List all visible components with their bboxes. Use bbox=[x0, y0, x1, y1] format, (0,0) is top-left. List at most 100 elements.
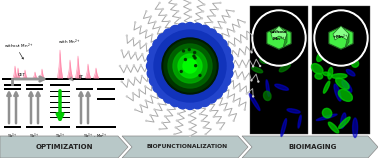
Ellipse shape bbox=[341, 113, 346, 128]
Circle shape bbox=[140, 64, 142, 66]
Circle shape bbox=[159, 26, 161, 28]
Circle shape bbox=[138, 88, 140, 91]
Circle shape bbox=[172, 26, 174, 29]
Ellipse shape bbox=[281, 119, 287, 137]
Circle shape bbox=[223, 61, 234, 72]
Bar bbox=[4, 126, 21, 128]
Ellipse shape bbox=[339, 117, 350, 129]
Circle shape bbox=[174, 126, 177, 129]
Circle shape bbox=[164, 31, 166, 33]
Circle shape bbox=[218, 104, 221, 106]
Circle shape bbox=[144, 99, 147, 102]
Circle shape bbox=[232, 120, 235, 122]
Ellipse shape bbox=[346, 70, 355, 76]
Circle shape bbox=[170, 25, 181, 36]
Circle shape bbox=[230, 57, 232, 59]
Circle shape bbox=[197, 106, 199, 109]
Circle shape bbox=[150, 15, 152, 18]
Circle shape bbox=[164, 40, 216, 92]
Bar bbox=[26, 83, 43, 86]
Circle shape bbox=[193, 55, 195, 57]
Circle shape bbox=[238, 104, 240, 107]
Circle shape bbox=[149, 114, 152, 116]
Circle shape bbox=[199, 25, 210, 36]
Circle shape bbox=[199, 74, 201, 76]
Circle shape bbox=[187, 107, 190, 109]
Ellipse shape bbox=[275, 84, 288, 90]
Polygon shape bbox=[0, 136, 128, 158]
Circle shape bbox=[243, 78, 246, 80]
Circle shape bbox=[188, 114, 190, 116]
Circle shape bbox=[252, 65, 254, 68]
Bar bbox=[50, 95, 70, 97]
Ellipse shape bbox=[342, 81, 352, 92]
Circle shape bbox=[162, 8, 164, 10]
Circle shape bbox=[232, 10, 235, 12]
Bar bbox=[0, 0, 128, 136]
Circle shape bbox=[181, 23, 183, 26]
Circle shape bbox=[228, 35, 230, 37]
Circle shape bbox=[157, 37, 159, 40]
Circle shape bbox=[219, 128, 222, 130]
Circle shape bbox=[223, 109, 226, 112]
Circle shape bbox=[190, 16, 192, 18]
Circle shape bbox=[149, 25, 231, 107]
Text: BIOFUNCTIONALIZATION: BIOFUNCTIONALIZATION bbox=[147, 145, 228, 149]
Circle shape bbox=[245, 92, 248, 95]
Circle shape bbox=[151, 33, 153, 36]
Bar bbox=[50, 112, 70, 113]
Circle shape bbox=[133, 64, 135, 67]
Circle shape bbox=[208, 27, 211, 30]
Circle shape bbox=[161, 97, 164, 99]
Circle shape bbox=[141, 53, 144, 55]
Circle shape bbox=[226, 96, 229, 99]
Circle shape bbox=[134, 109, 136, 111]
Circle shape bbox=[153, 82, 164, 93]
Circle shape bbox=[257, 80, 260, 83]
Ellipse shape bbox=[254, 12, 304, 64]
Text: OPTIMIZATION: OPTIMIZATION bbox=[35, 144, 93, 150]
Ellipse shape bbox=[338, 89, 352, 101]
Circle shape bbox=[132, 92, 134, 94]
Text: without Mn$^{2+}$: without Mn$^{2+}$ bbox=[4, 42, 34, 51]
Circle shape bbox=[165, 14, 167, 16]
Circle shape bbox=[184, 22, 195, 33]
Text: Yb$^{3+}$: Yb$^{3+}$ bbox=[7, 132, 17, 141]
Bar bbox=[50, 116, 70, 118]
Circle shape bbox=[203, 3, 206, 6]
Circle shape bbox=[246, 38, 248, 40]
Bar bbox=[50, 106, 70, 108]
Text: CET: CET bbox=[18, 73, 26, 77]
Bar bbox=[4, 88, 21, 90]
Ellipse shape bbox=[322, 108, 332, 118]
Circle shape bbox=[222, 68, 233, 79]
Ellipse shape bbox=[328, 67, 333, 79]
Circle shape bbox=[201, 17, 203, 20]
Circle shape bbox=[199, 113, 201, 115]
Bar bbox=[2, 78, 124, 80]
Circle shape bbox=[147, 68, 158, 79]
Circle shape bbox=[252, 95, 254, 98]
Ellipse shape bbox=[334, 49, 341, 56]
Circle shape bbox=[146, 29, 148, 32]
Bar bbox=[50, 83, 70, 86]
Circle shape bbox=[140, 25, 142, 28]
Bar bbox=[26, 126, 43, 128]
Circle shape bbox=[134, 52, 137, 54]
Circle shape bbox=[192, 98, 203, 109]
Text: Yb$^{3+}$: Yb$^{3+}$ bbox=[29, 132, 39, 141]
Circle shape bbox=[121, 49, 123, 52]
Circle shape bbox=[231, 66, 233, 69]
Circle shape bbox=[145, 10, 147, 12]
Ellipse shape bbox=[252, 10, 306, 66]
Circle shape bbox=[237, 55, 239, 57]
Circle shape bbox=[223, 40, 225, 42]
Circle shape bbox=[141, 75, 143, 77]
Ellipse shape bbox=[316, 114, 337, 121]
Circle shape bbox=[199, 96, 210, 107]
Ellipse shape bbox=[260, 55, 269, 63]
Polygon shape bbox=[333, 26, 349, 40]
Circle shape bbox=[119, 65, 121, 67]
Bar bbox=[50, 91, 70, 92]
Circle shape bbox=[259, 65, 261, 67]
